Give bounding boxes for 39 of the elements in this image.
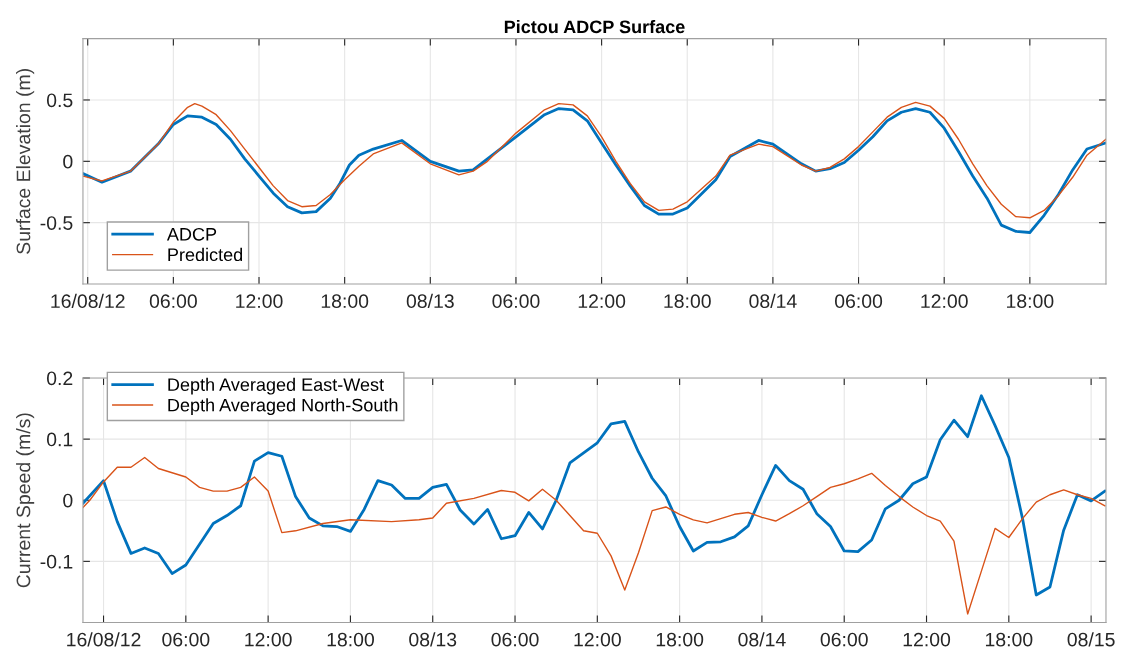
x-tick-label: 12:00: [903, 632, 951, 647]
legend-label: ADCP: [166, 227, 217, 241]
x-tick-label: 18:00: [985, 632, 1033, 647]
x-tick-label: 08/15: [1067, 632, 1115, 647]
x-tick-label: 06:00: [491, 632, 539, 647]
x-tick-label: 18:00: [321, 294, 369, 309]
x-tick-label: 16/08/12: [67, 632, 141, 647]
y-axis-title: Surface Elevation (m): [16, 69, 35, 254]
legend-label: Depth Averaged East-West: [168, 377, 384, 395]
y-tick-label: -0.5: [40, 216, 73, 230]
x-tick-label: 08/14: [738, 632, 786, 647]
x-tick-label: 12:00: [236, 294, 283, 309]
legend-label: Depth Averaged North-South: [168, 398, 398, 416]
x-tick-label: 12:00: [574, 632, 621, 647]
x-tick-label: 06:00: [149, 294, 197, 309]
y-axis-title: Current Speed (m/s): [16, 413, 35, 588]
x-tick-label: 06:00: [162, 632, 210, 647]
x-tick-label: 06:00: [492, 294, 540, 309]
x-tick-label: 06:00: [820, 632, 868, 647]
x-tick-label: 18:00: [664, 294, 711, 309]
chart-title: Pictou ADCP Surface: [504, 19, 685, 34]
x-tick-label: 18:00: [327, 632, 374, 647]
x-tick-label: 08/14: [749, 293, 797, 309]
x-tick-label: 12:00: [921, 294, 968, 309]
x-tick-label: 08/13: [409, 632, 457, 647]
y-tick-label: 0.2: [46, 371, 73, 386]
legend-label: Predicted: [168, 247, 243, 262]
x-tick-label: 06:00: [834, 294, 883, 309]
y-tick-label: 0.1: [46, 432, 73, 447]
y-tick-label: -0.1: [40, 554, 73, 569]
x-tick-label: 18:00: [1007, 294, 1054, 309]
x-tick-label: 16/08/12: [51, 293, 125, 309]
x-tick-label: 12:00: [578, 294, 626, 309]
y-tick-label: 0: [63, 154, 73, 169]
x-tick-label: 12:00: [245, 632, 292, 647]
x-tick-label: 18:00: [656, 632, 704, 647]
y-tick-label: 0.5: [46, 93, 73, 108]
y-tick-label: 0: [63, 493, 73, 508]
x-tick-label: 08/13: [406, 293, 454, 309]
